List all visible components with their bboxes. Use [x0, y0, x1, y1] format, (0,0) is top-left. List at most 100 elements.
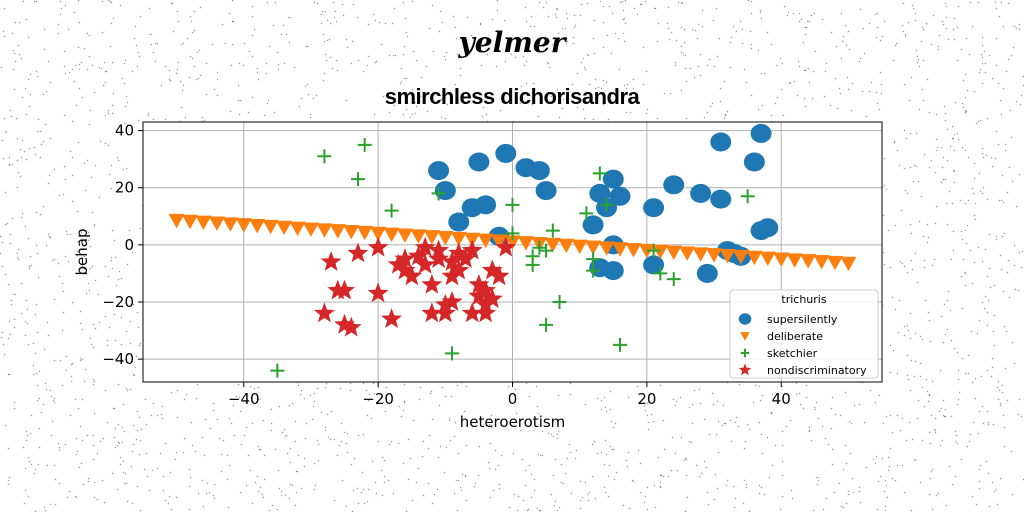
deliberate-point — [719, 249, 736, 264]
deliberate-point — [450, 231, 467, 247]
deliberate-point — [208, 216, 225, 231]
nondiscriminatory-point — [394, 248, 416, 268]
legend-label-sketchier: sketchier — [767, 347, 818, 360]
supersilently-point — [643, 255, 665, 275]
deliberate-point — [786, 253, 803, 268]
sketchier-point — [653, 266, 668, 281]
deliberate-point — [222, 217, 239, 232]
sketchier-point — [317, 149, 332, 164]
nondiscriminatory-point — [381, 308, 402, 328]
deliberate-point — [611, 242, 628, 257]
nondiscriminatory-point — [481, 259, 503, 280]
nondiscriminatory-point — [448, 242, 470, 263]
supersilently-point — [528, 161, 550, 181]
legend-marker-nondiscriminatory — [738, 363, 752, 376]
nondiscriminatory-point — [347, 242, 369, 263]
nondiscriminatory-point — [401, 265, 423, 286]
deliberate-point — [410, 229, 427, 244]
sketchier-point — [505, 197, 520, 212]
x-tick-label: 0 — [508, 390, 518, 408]
deliberate-point — [383, 227, 400, 242]
legend-box — [729, 289, 879, 379]
deliberate-point — [504, 235, 521, 250]
deliberate-point — [437, 231, 454, 246]
deliberate-point — [477, 233, 494, 248]
nondiscriminatory-point — [434, 302, 456, 323]
series-nondiscriminatory — [313, 236, 517, 337]
deliberate-point — [356, 225, 373, 241]
sketchier-point — [740, 189, 755, 204]
deliberate-point — [598, 241, 615, 256]
supersilently-point — [448, 212, 470, 232]
supersilently-point — [757, 218, 779, 238]
sketchier-point — [270, 363, 285, 378]
y-tick-label: 40 — [115, 122, 134, 140]
deliberate-point — [773, 252, 790, 267]
supersilently-point — [609, 186, 631, 206]
supersilently-point — [690, 183, 712, 203]
sketchier-point — [579, 206, 594, 221]
chart-title: smirchless dichorisandra — [384, 84, 640, 109]
supersilently-point — [475, 195, 497, 215]
supersilently-point — [602, 261, 624, 281]
legend-marker-deliberate — [740, 332, 750, 341]
deliberate-point — [840, 256, 857, 272]
data-marks — [168, 123, 857, 378]
figure-suptitle: yelmer — [458, 26, 566, 59]
nondiscriminatory-point — [334, 313, 355, 334]
nondiscriminatory-point — [441, 265, 463, 286]
deliberate-point — [679, 246, 696, 261]
series-supersilently — [428, 123, 779, 283]
nondiscriminatory-point — [340, 316, 362, 337]
legend-marker-sketchier — [740, 348, 750, 358]
nondiscriminatory-point — [461, 302, 483, 323]
nondiscriminatory-point — [448, 259, 470, 280]
nondiscriminatory-point — [455, 248, 476, 268]
deliberate-point — [517, 236, 534, 251]
sketchier-point — [612, 337, 627, 352]
supersilently-point — [710, 189, 732, 209]
x-tick-label: 40 — [772, 390, 791, 408]
deliberate-point — [571, 239, 588, 254]
deliberate-point — [813, 255, 830, 270]
deliberate-point — [329, 224, 346, 239]
x-tick-label: −40 — [228, 390, 260, 408]
nondiscriminatory-point — [394, 259, 416, 280]
legend-label-deliberate: deliberate — [767, 330, 823, 343]
sketchier-point — [384, 203, 399, 218]
legend-marker-supersilently — [738, 313, 752, 325]
deliberate-point — [625, 243, 642, 258]
deliberate-point — [168, 213, 185, 229]
sketchier-point — [552, 295, 567, 309]
deliberate-point — [262, 219, 279, 235]
supersilently-point — [582, 215, 604, 235]
deliberate-point — [692, 247, 709, 262]
deliberate-point — [665, 245, 682, 260]
deliberate-point — [195, 215, 212, 230]
x-axis-label: heteroerotism — [460, 413, 566, 431]
supersilently-point — [495, 143, 517, 163]
sketchier-point — [431, 186, 446, 201]
deliberate-point — [289, 221, 306, 236]
sketchier-point — [525, 249, 540, 264]
deliberate-point — [585, 240, 602, 255]
supersilently-point — [535, 181, 557, 201]
deliberate-point — [746, 250, 763, 266]
nondiscriminatory-point — [468, 273, 490, 294]
nondiscriminatory-point — [475, 279, 497, 300]
nondiscriminatory-point — [387, 253, 409, 274]
supersilently-point — [743, 152, 765, 172]
nondiscriminatory-point — [408, 245, 429, 266]
deliberate-point — [544, 237, 561, 253]
nondiscriminatory-point — [313, 302, 335, 323]
supersilently-point — [589, 183, 611, 203]
nondiscriminatory-point — [495, 236, 517, 257]
nondiscriminatory-point — [428, 239, 450, 260]
supersilently-point — [428, 161, 450, 181]
deliberate-point — [397, 228, 414, 243]
legend: trichuris supersilently deliberate sketchie… — [729, 289, 879, 379]
supersilently-point — [602, 169, 624, 189]
x-tick-label: −20 — [362, 390, 394, 408]
deliberate-point — [423, 230, 440, 245]
